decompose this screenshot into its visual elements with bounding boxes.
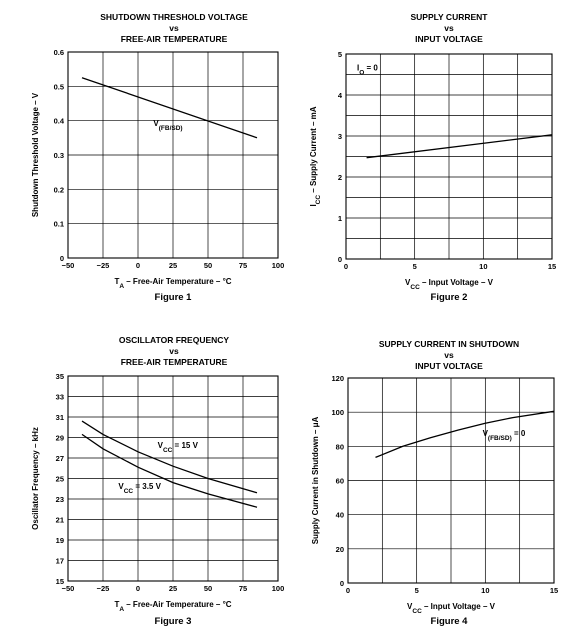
- figure-4-title-line-2: vs: [444, 350, 454, 360]
- series-line-2: [81, 433, 258, 508]
- y-tick-label: 4: [338, 91, 343, 100]
- figure-2-caption: Figure 2: [430, 292, 468, 303]
- y-tick-label: 25: [56, 475, 64, 484]
- x-tick-label: 50: [204, 584, 212, 593]
- figure-4-caption: Figure 4: [430, 616, 468, 627]
- figure-2-title-line-3: INPUT VOLTAGE: [415, 34, 483, 44]
- y-tick-label: 0.2: [54, 185, 64, 194]
- plot-frame: [345, 53, 553, 260]
- y-tick-label: 100: [331, 408, 344, 417]
- figure-1-caption: Figure 1: [154, 292, 192, 303]
- x-tick-label: −50: [62, 584, 75, 593]
- figure-2-chart: 0 5 10 15 0 1 2 3 4 5 VCC – Input Voltage – V ICC –…: [309, 50, 556, 291]
- x-axis-label: VCC – Input Voltage – V: [407, 602, 496, 615]
- x-tick-label: 10: [479, 262, 487, 271]
- y-axis-label: Oscillator Frequency – kHz: [31, 427, 40, 530]
- x-tick-label: 0: [136, 584, 140, 593]
- y-tick-label: 33: [56, 393, 64, 402]
- figure-4-chart: 0 5 10 15 0 20 40 60 80 100 120 VCC – Input Voltage…: [311, 374, 558, 615]
- series-line-1: [375, 410, 555, 459]
- y-tick-label: 40: [336, 511, 344, 520]
- y-tick-label: 0: [340, 579, 344, 588]
- y-tick-label: 60: [336, 477, 344, 486]
- y-tick-label: 120: [331, 374, 344, 383]
- y-tick-label: 0.1: [54, 220, 64, 229]
- y-axis-label: Supply Current in Shutdown – μA: [311, 417, 320, 545]
- series-line-1: [366, 134, 553, 159]
- figure-3-title: OSCILLATOR FREQUENCY vs FREE-AIR TEMPERA…: [68, 335, 280, 368]
- x-axis-label: TA – Free-Air Temperature – °C: [114, 277, 231, 290]
- x-tick-label: 100: [272, 584, 285, 593]
- x-tick-label: 75: [239, 261, 247, 270]
- x-tick-label: 5: [415, 586, 419, 595]
- curve-annotation-2: VCC = 3.5 V: [118, 482, 161, 495]
- figure-1-title-line-1: SHUTDOWN THRESHOLD VOLTAGE: [100, 12, 248, 22]
- plot-frame: [67, 51, 279, 259]
- y-tick-label: 0.3: [54, 151, 64, 160]
- plot-frame: [67, 375, 279, 582]
- figure-1-title: SHUTDOWN THRESHOLD VOLTAGE vs FREE-AIR T…: [68, 12, 280, 45]
- y-tick-label: 15: [56, 577, 64, 586]
- y-tick-label: 3: [338, 132, 342, 141]
- figure-2-title-line-1: SUPPLY CURRENT: [410, 12, 488, 22]
- y-tick-label: 0.6: [54, 48, 64, 57]
- y-tick-label: 20: [336, 545, 344, 554]
- y-tick-label: 17: [56, 557, 64, 566]
- x-tick-label: 0: [136, 261, 140, 270]
- x-tick-label: 100: [272, 261, 285, 270]
- figure-2-title: SUPPLY CURRENT vs INPUT VOLTAGE: [346, 12, 552, 45]
- curve-annotation-1: V(FB/SD): [153, 119, 182, 132]
- figure-1-chart: −50 −25 0 25 50 75 100 0 0.1 0.2 0.3 0.4 0.5 0.6 TA – …: [31, 48, 285, 290]
- y-tick-label: 31: [56, 413, 64, 422]
- series-line-1: [81, 420, 258, 494]
- curve-annotation-1: VCC = 15 V: [158, 441, 199, 454]
- y-tick-label: 80: [336, 442, 344, 451]
- y-tick-label: 0.5: [54, 82, 64, 91]
- y-tick-label: 27: [56, 454, 64, 463]
- x-tick-label: −25: [97, 261, 110, 270]
- x-tick-label: −25: [97, 584, 110, 593]
- figure-4-title: SUPPLY CURRENT IN SHUTDOWN vs INPUT VOLT…: [346, 339, 552, 372]
- x-tick-label: 5: [413, 262, 417, 271]
- x-tick-label: 75: [239, 584, 247, 593]
- curve-annotation-1: V(FB/SD) = 0: [483, 429, 526, 442]
- figure-3-title-line-3: FREE-AIR TEMPERATURE: [120, 357, 228, 367]
- x-tick-label: 15: [550, 586, 558, 595]
- y-tick-label: 2: [338, 173, 342, 182]
- y-tick-label: 21: [56, 516, 64, 525]
- y-tick-label: 23: [56, 495, 64, 504]
- figure-1-title-line-2: vs: [169, 23, 179, 33]
- x-tick-label: 15: [548, 262, 556, 271]
- x-tick-label: −50: [62, 261, 75, 270]
- figure-4-title-line-3: INPUT VOLTAGE: [415, 361, 483, 371]
- y-tick-label: 0: [338, 255, 342, 264]
- figure-3-title-line-2: vs: [169, 346, 179, 356]
- y-tick-label: 0: [60, 254, 64, 263]
- figure-4-title-line-1: SUPPLY CURRENT IN SHUTDOWN: [378, 339, 520, 349]
- figure-2-title-line-2: vs: [444, 23, 454, 33]
- y-axis-label: Shutdown Threshold Voltage – V: [31, 92, 40, 217]
- y-tick-label: 0.4: [54, 117, 65, 126]
- figure-3-caption: Figure 3: [154, 616, 192, 627]
- x-axis-label: VCC – Input Voltage – V: [405, 278, 494, 291]
- x-tick-label: 25: [169, 584, 177, 593]
- y-tick-label: 29: [56, 434, 64, 443]
- plot-frame: [347, 377, 555, 584]
- y-tick-label: 5: [338, 50, 342, 59]
- x-tick-label: 25: [169, 261, 177, 270]
- y-tick-label: 1: [338, 214, 342, 223]
- y-tick-label: 35: [56, 372, 64, 381]
- figure-3-chart: −50 −25 0 25 50 75 100 15 17 19 21 23 25 27 29 31 33 35 TA…: [31, 372, 285, 613]
- x-axis-label: TA – Free-Air Temperature – °C: [114, 600, 231, 613]
- figure-3-title-line-1: OSCILLATOR FREQUENCY: [118, 335, 230, 345]
- y-axis-label: ICC – Supply Current – mA: [309, 106, 322, 206]
- x-tick-label: 0: [346, 586, 350, 595]
- y-tick-label: 19: [56, 536, 64, 545]
- x-tick-label: 10: [481, 586, 489, 595]
- x-tick-label: 0: [344, 262, 348, 271]
- curve-annotation-1: IO = 0: [357, 63, 378, 76]
- x-tick-label: 50: [204, 261, 212, 270]
- series-line-1: [81, 77, 258, 139]
- figure-1-title-line-3: FREE-AIR TEMPERATURE: [120, 34, 228, 44]
